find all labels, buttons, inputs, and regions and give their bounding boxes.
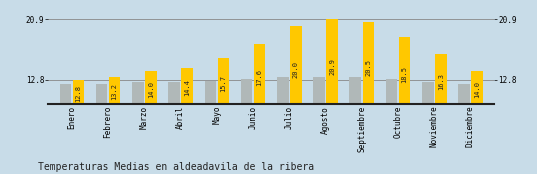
Text: 14.4: 14.4 [184, 80, 190, 96]
Text: 20.9: 20.9 [329, 58, 335, 75]
Text: 13.2: 13.2 [112, 84, 118, 100]
Bar [217, 58, 229, 104]
Text: 14.0: 14.0 [148, 81, 154, 98]
Text: 17.6: 17.6 [257, 69, 263, 86]
Bar [72, 80, 84, 104]
Bar [313, 77, 325, 104]
Bar [277, 77, 288, 104]
Bar [132, 82, 143, 104]
Bar [471, 71, 483, 104]
Bar [182, 68, 193, 104]
Bar [362, 22, 374, 104]
Text: 20.5: 20.5 [365, 59, 371, 76]
Text: 14.0: 14.0 [474, 81, 480, 98]
Bar [205, 81, 216, 104]
Text: 18.5: 18.5 [402, 66, 408, 83]
Bar [290, 26, 302, 104]
Bar [458, 84, 470, 104]
Bar [254, 44, 265, 104]
Bar [435, 54, 447, 104]
Bar [168, 82, 180, 104]
Bar [350, 77, 361, 104]
Bar [386, 79, 397, 104]
Bar [109, 77, 120, 104]
Text: 15.7: 15.7 [220, 75, 227, 92]
Text: Temperaturas Medias en aldeadavila de la ribera: Temperaturas Medias en aldeadavila de la… [38, 162, 314, 172]
Text: 20.0: 20.0 [293, 61, 299, 78]
Bar [399, 37, 410, 104]
Bar [96, 84, 107, 104]
Bar [60, 84, 71, 104]
Bar [422, 82, 433, 104]
Text: 16.3: 16.3 [438, 73, 444, 90]
Bar [326, 19, 338, 104]
Bar [241, 79, 252, 104]
Text: 12.8: 12.8 [75, 85, 82, 102]
Bar [145, 71, 157, 104]
